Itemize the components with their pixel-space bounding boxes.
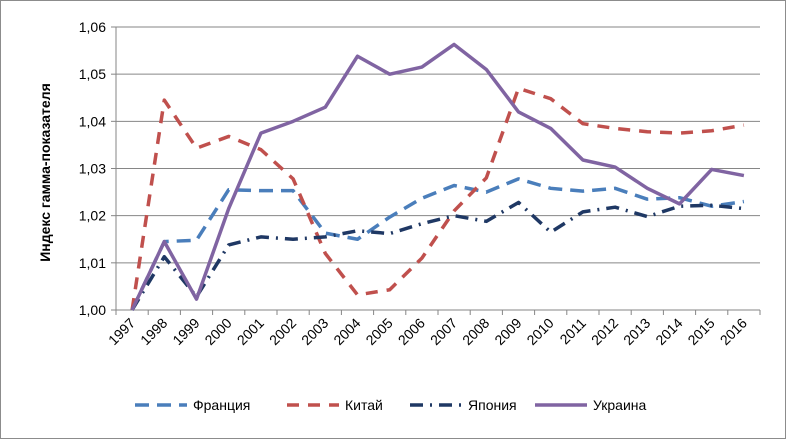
y-tick-label: 1,03 (79, 161, 106, 177)
x-tick-label: 2004 (330, 315, 363, 348)
y-tick-label: 1,02 (79, 208, 106, 224)
x-tick-label: 1998 (137, 315, 170, 348)
series-line-dash (130, 86, 745, 311)
y-tick-label: 1,04 (79, 113, 106, 129)
x-tick-label: 1999 (169, 315, 202, 348)
legend-label: Япония (468, 397, 517, 413)
x-tick-label: 2000 (201, 315, 234, 348)
y-tick-label: 1,06 (79, 19, 106, 35)
legend-label: Китай (345, 397, 383, 413)
legend-label: Украина (593, 397, 647, 413)
x-tick-label: 2010 (523, 315, 556, 348)
x-tick-label: 2002 (266, 315, 299, 348)
x-tick-label: 2001 (234, 315, 267, 348)
y-axis-ticks: 1,00 1,01 1,02 1,03 1,04 1,05 1,06 (79, 19, 106, 318)
x-tick-label: 2011 (556, 315, 589, 348)
x-tick-label: 2003 (298, 315, 331, 348)
axes (111, 26, 761, 315)
x-tick-label: 2015 (684, 315, 717, 348)
y-tick-label: 1,05 (79, 66, 106, 82)
x-tick-label: 2007 (427, 315, 460, 348)
series-lines (130, 42, 745, 311)
x-axis-ticks: 1997199819992000200120022003200420052006… (105, 315, 750, 348)
series-line-long-dash (130, 177, 745, 311)
x-tick-label: 2012 (588, 315, 621, 348)
x-tick-label: 2009 (491, 315, 524, 348)
gridlines (116, 26, 760, 264)
y-tick-label: 1,01 (79, 255, 106, 271)
series-line-solid (130, 42, 745, 311)
series-line-dash-dot (130, 200, 745, 311)
x-tick-label: 1997 (105, 315, 138, 348)
y-tick-label: 1,00 (79, 302, 106, 318)
x-tick-label: 2005 (362, 315, 395, 348)
x-tick-label: 2006 (395, 315, 428, 348)
y-axis-title: Индекс гамма-показателя (37, 83, 53, 262)
legend-label: Франция (193, 397, 250, 413)
x-tick-label: 2013 (620, 315, 653, 348)
x-tick-label: 2016 (717, 315, 750, 348)
x-tick-label: 2008 (459, 315, 492, 348)
x-tick-label: 2014 (652, 315, 685, 348)
legend: Франция Китай Япония Украина (135, 397, 647, 413)
